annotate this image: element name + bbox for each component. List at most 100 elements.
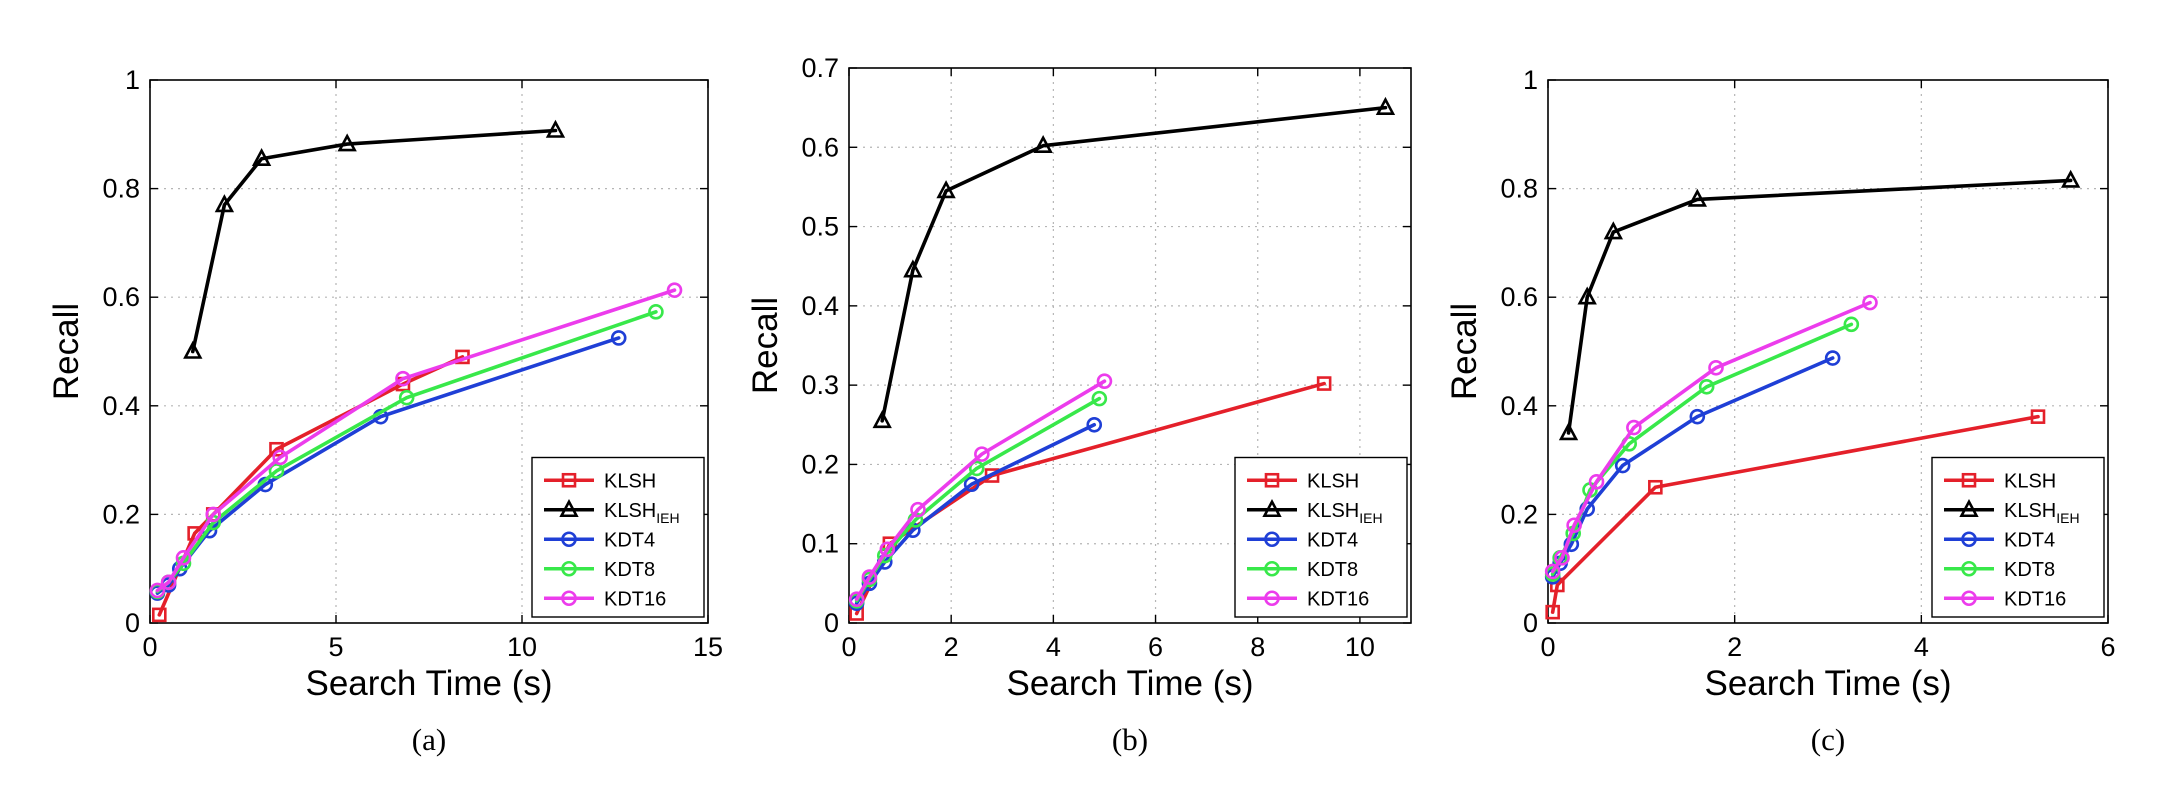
legend-swatch-marker: [561, 560, 577, 577]
x-axis-label: Search Time (s): [1007, 664, 1254, 703]
series-line: [155, 336, 621, 595]
data-point: [1689, 408, 1706, 425]
y-tick-label: 0: [125, 608, 140, 638]
series-line: [1550, 414, 2040, 614]
data-point: [152, 607, 167, 623]
data-point: [1708, 359, 1724, 376]
data-point: [848, 591, 865, 608]
x-tick-label: 0: [1540, 632, 1555, 662]
chart-panel-3: 0 0.2 0.4 0.6 0.8 1 0 2 4 6 Search Time (s) Recall (…: [1445, 65, 2116, 757]
data-point: [1824, 350, 1841, 366]
y-axis-label: Recall: [746, 297, 785, 394]
series-line: [880, 105, 1388, 423]
legend-entry-name: KLSH: [1307, 500, 1359, 522]
y-tick-label: 0: [1523, 608, 1538, 638]
series-kdt16: [1544, 294, 1878, 580]
legend-box: [531, 456, 705, 618]
data-point: [268, 463, 285, 479]
series-line: [1550, 300, 1872, 574]
data-point: [861, 569, 878, 585]
legend-entry-name: KDT16: [2004, 588, 2066, 610]
panel-caption: (c): [1811, 722, 1845, 757]
data-point: [149, 582, 166, 599]
x-tick-label: 0: [841, 632, 856, 662]
legend-entry-label: KDT16: [2004, 588, 2066, 610]
legend-swatch-marker: [1959, 498, 1979, 518]
series-kdt8: [1544, 316, 1860, 582]
plot-frame: [1547, 79, 2109, 624]
series-klshieh: [1558, 169, 2081, 441]
y-tick-label: 0: [824, 608, 839, 638]
legend-entry-label: KDT16: [604, 588, 666, 610]
data-point: [1648, 479, 1663, 495]
legend-entry-label: KDT4: [604, 529, 655, 551]
y-tick-label: 0.8: [1500, 174, 1538, 204]
data-point: [160, 574, 177, 591]
data-point: [337, 133, 357, 152]
data-point: [872, 410, 892, 429]
legend-entry-label: KDT4: [2004, 529, 2055, 551]
data-point: [974, 446, 990, 462]
legend-entry-label: KLSHIEH: [1307, 500, 1383, 526]
data-point: [903, 259, 923, 278]
panel-caption: (a): [412, 722, 446, 757]
data-point: [648, 304, 664, 320]
y-tick-label: 0.1: [801, 529, 839, 559]
data-point: [1316, 376, 1332, 391]
data-point: [183, 340, 203, 359]
x-axis-label: Search Time (s): [1705, 664, 1952, 703]
y-tick-label: 0.2: [102, 499, 140, 529]
data-point: [545, 119, 566, 138]
data-point: [1614, 457, 1631, 474]
legend-entry-name: KDT8: [1307, 559, 1358, 581]
data-point: [1577, 286, 1597, 305]
y-tick-label: 0.2: [1500, 499, 1538, 529]
y-tick-label: 0.5: [801, 212, 839, 242]
data-point: [1566, 517, 1582, 534]
x-axis-label: Search Time (s): [306, 664, 553, 703]
data-point: [1626, 419, 1642, 436]
data-point: [666, 282, 683, 298]
series-klshieh: [872, 96, 1396, 429]
plot-frame: [149, 79, 709, 624]
legend-swatch-marker: [1264, 472, 1280, 488]
data-point: [1603, 221, 1624, 240]
series-line: [854, 396, 1102, 603]
x-tick-label: 10: [1345, 632, 1375, 662]
chart-panel-2: 0 0.1 0.2 0.3 0.4 0.5 0.6 0.7 0 2 4 6 8 10 Search Time…: [746, 53, 1412, 757]
data-point: [395, 370, 411, 387]
data-point: [610, 330, 627, 346]
x-tick-label: 2: [1727, 632, 1742, 662]
data-point: [1033, 134, 1053, 153]
legend-box: [1234, 456, 1408, 618]
legend-entry-name: KDT8: [2004, 559, 2055, 581]
data-point: [936, 180, 956, 199]
data-point: [1545, 604, 1560, 620]
legend-entry-name: KLSH: [2004, 500, 2056, 522]
x-tick-label: 6: [1148, 632, 1163, 662]
series-line: [190, 128, 558, 354]
legend-entry-name: KDT8: [604, 559, 655, 581]
data-point: [1096, 373, 1113, 389]
series-line: [1550, 356, 1835, 579]
legend-swatch-marker: [561, 590, 577, 607]
series-kdt16: [149, 282, 683, 599]
data-point: [1862, 294, 1878, 311]
data-point: [1554, 550, 1570, 566]
data-point: [1558, 422, 1579, 441]
legend-entry-name: KLSH: [604, 470, 656, 492]
data-point: [963, 476, 980, 493]
plot-frame: [848, 67, 1412, 624]
data-point: [1544, 563, 1561, 580]
x-tick-label: 4: [1046, 632, 1061, 662]
data-point: [1843, 316, 1860, 333]
legend-entry-label: KDT8: [604, 559, 655, 581]
data-point: [398, 389, 415, 406]
legend-swatch-marker: [561, 531, 577, 548]
data-point: [1698, 378, 1715, 395]
data-point: [175, 550, 192, 566]
y-tick-label: 0.8: [102, 174, 140, 204]
y-tick-label: 0.6: [1500, 282, 1538, 312]
